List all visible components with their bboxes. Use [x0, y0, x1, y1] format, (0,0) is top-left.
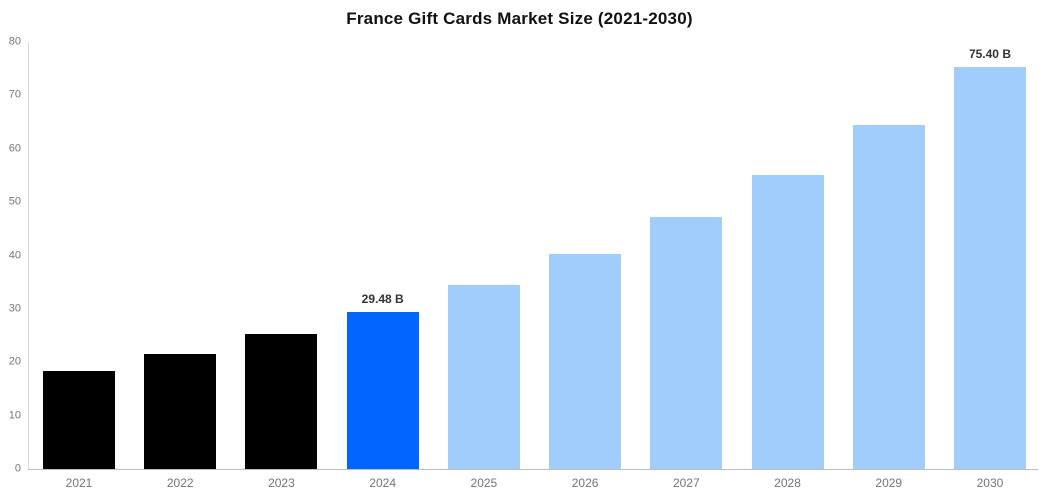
bar-group-2026: 2026	[549, 42, 622, 489]
bars-row: 2021 2022 2023 29.48 B 2024 2025 2026 2027 2028 2…	[29, 42, 1038, 489]
bar-2029[interactable]	[852, 124, 925, 469]
x-axis-label-2026: 2026	[571, 476, 599, 490]
y-axis-tick-label: 20	[8, 355, 21, 368]
bar-group-2023: 2023	[245, 42, 318, 489]
x-axis-label-2027: 2027	[672, 476, 700, 490]
bar-2022[interactable]	[144, 353, 217, 469]
bar-2026[interactable]	[549, 253, 622, 469]
x-axis-label-2021: 2021	[65, 476, 93, 490]
y-axis-tick-label: 60	[8, 142, 21, 155]
bar-2030[interactable]	[953, 66, 1026, 469]
y-axis-tick-label: 70	[8, 88, 21, 101]
bar-2027[interactable]	[650, 217, 723, 469]
y-axis-tick-label: 40	[8, 249, 21, 261]
bar-value-label-2030: 75.40 B	[968, 46, 1011, 61]
bar-2023[interactable]	[245, 334, 318, 469]
y-axis-tick-label: 80	[8, 35, 21, 48]
bar-group-2028: 2028	[751, 42, 824, 489]
y-axis-tick-label: 30	[8, 302, 21, 315]
x-axis-label-2023: 2023	[268, 476, 295, 490]
bar-2025[interactable]	[447, 284, 520, 469]
bar-2024[interactable]	[346, 311, 419, 469]
y-axis-tick-label: 50	[8, 195, 21, 208]
y-axis-tick-label: 10	[8, 409, 21, 422]
bar-group-2024: 29.48 B 2024	[346, 42, 419, 489]
x-axis-label-2025: 2025	[470, 476, 498, 490]
bar-2028[interactable]	[751, 174, 824, 469]
x-axis-label-2024: 2024	[369, 476, 397, 490]
bar-group-2029: 2029	[852, 42, 925, 489]
bar-value-label-2024: 29.48 B	[361, 291, 404, 306]
bar-group-2022: 2022	[144, 42, 217, 489]
bar-group-2025: 2025	[447, 42, 520, 489]
x-axis-label-2030: 2030	[976, 476, 1004, 490]
y-axis-tick-label: 0	[14, 462, 21, 475]
x-axis-label-2029: 2029	[875, 476, 903, 490]
bar-group-2030: 75.40 B 2030	[953, 42, 1026, 489]
x-axis-label-2022: 2022	[166, 476, 194, 490]
bar-group-2027: 2027	[650, 42, 723, 489]
bar-2021[interactable]	[43, 370, 115, 469]
chart-title: France Gift Cards Market Size (2021-2030…	[346, 9, 693, 28]
x-axis-label-2028: 2028	[774, 476, 801, 490]
bar-group-2021: 2021	[43, 42, 115, 489]
plot-area: 0 10 20 30 40 50 60 70 80 2021 2022 2023 29.48 B 202…	[9, 36, 1038, 489]
